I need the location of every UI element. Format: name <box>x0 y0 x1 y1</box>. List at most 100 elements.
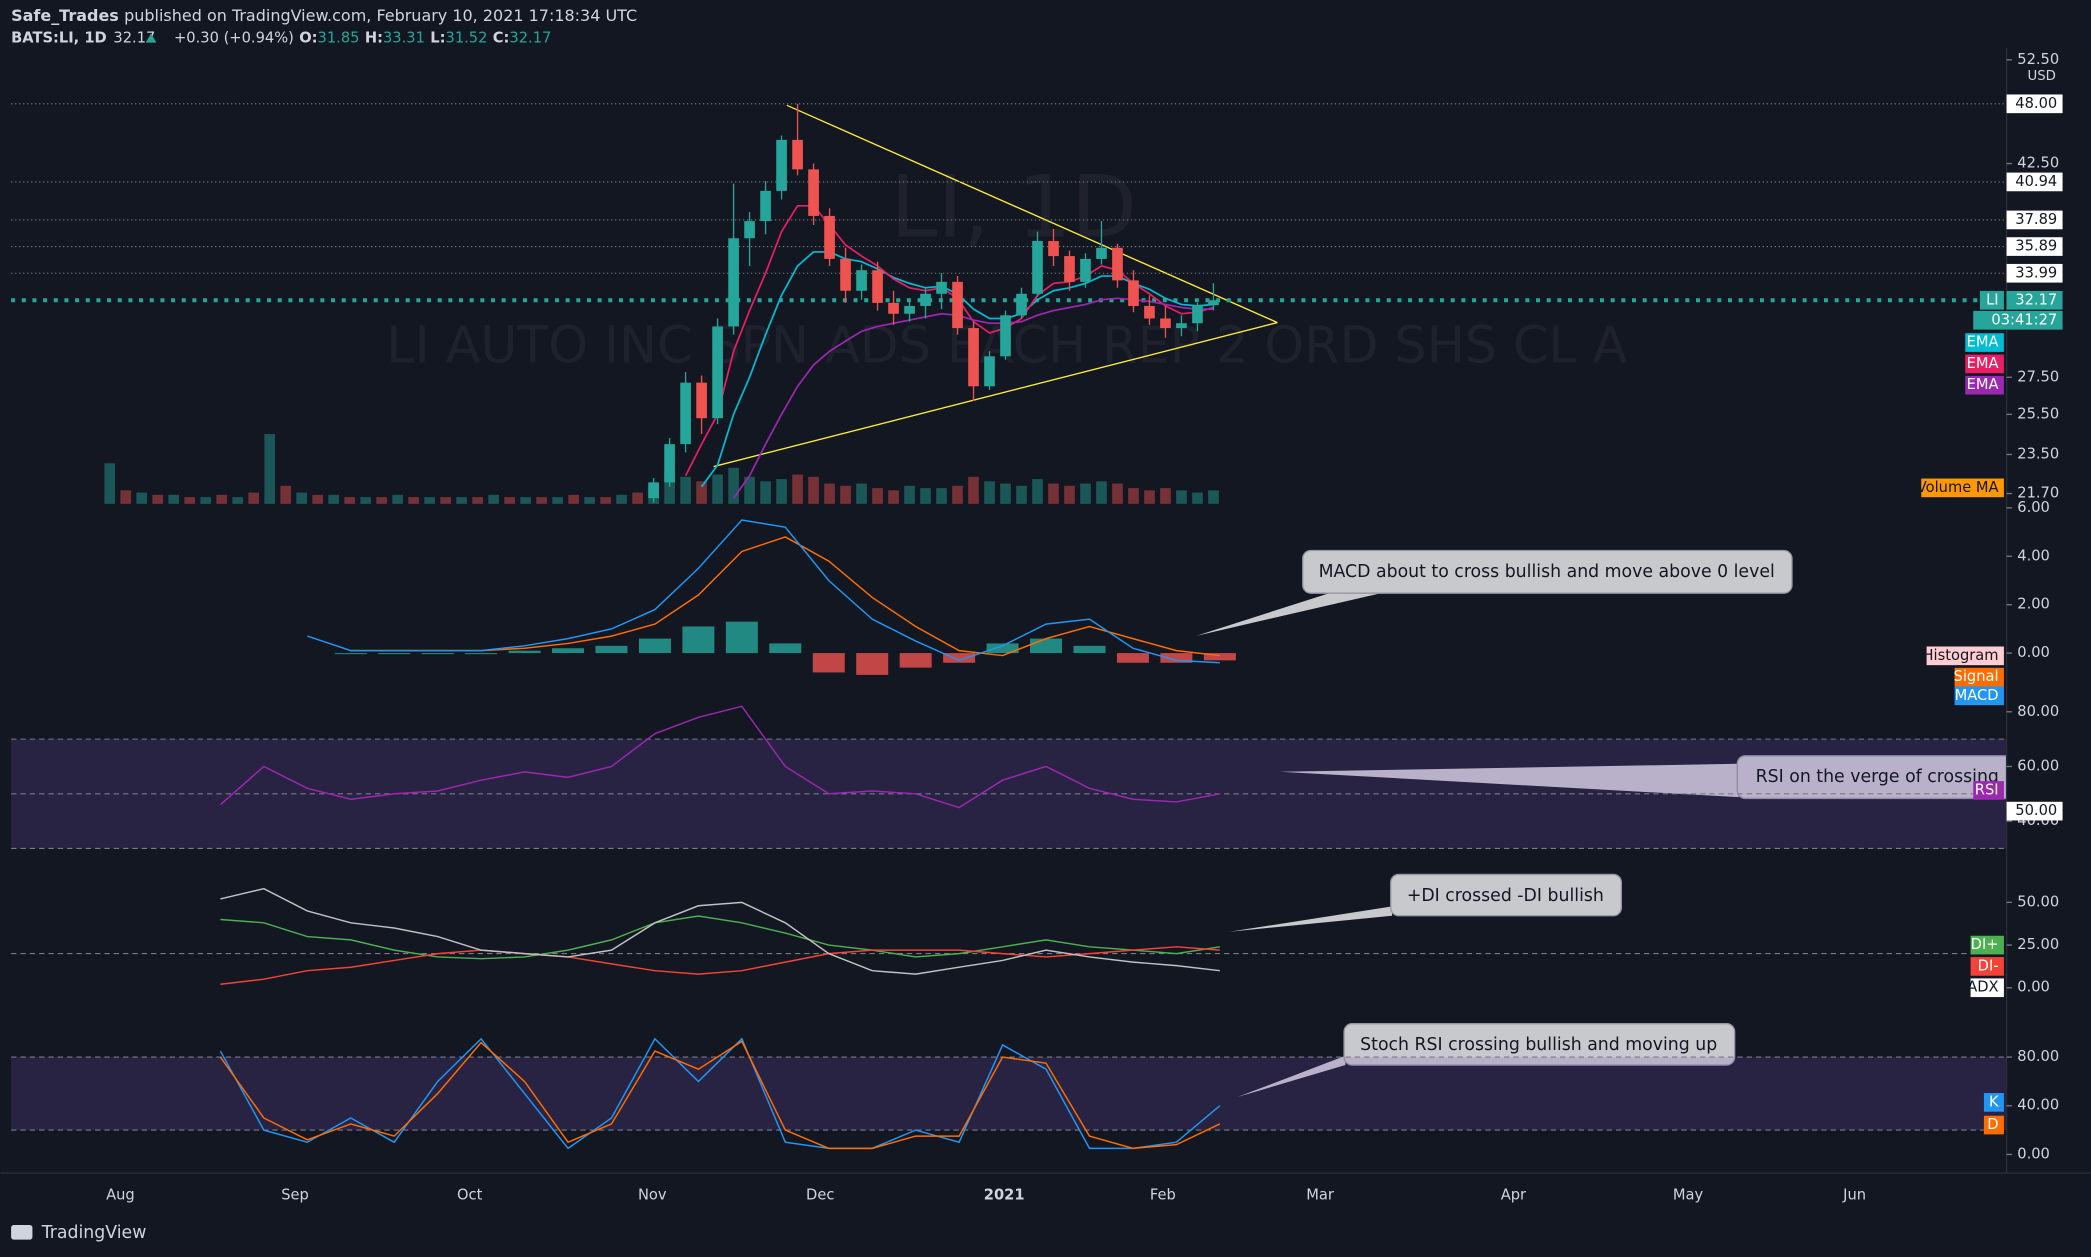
volume-bar <box>296 492 308 504</box>
tag-box <box>1983 1115 2004 1135</box>
volume-bar <box>248 492 260 504</box>
volume-bar <box>1000 483 1011 504</box>
tag-label: DI+ <box>1971 936 1999 953</box>
tag-label: 32.17 <box>2015 291 2057 308</box>
volume-bar <box>616 494 627 504</box>
volume-bar <box>1096 481 1107 504</box>
annotation-text: RSI on the verge of crossing <box>1756 767 1999 787</box>
volume-bar <box>968 476 979 504</box>
volume-bar <box>1192 492 1203 504</box>
tag-label: 40.94 <box>2015 173 2057 190</box>
volume-bar <box>136 492 148 504</box>
histogram-bar <box>1160 653 1193 663</box>
indicator-line <box>307 519 1220 664</box>
candle-body <box>776 139 787 191</box>
volume-bar <box>488 494 499 504</box>
ohlc-key: H: <box>365 30 383 47</box>
tag-label: DI- <box>1978 957 1999 974</box>
candle-body <box>792 139 803 170</box>
candle-body <box>1160 318 1171 329</box>
y-tick-label: 21.70 <box>2017 485 2059 502</box>
tag-label: K <box>1989 1093 1999 1110</box>
last-price: 32.17 <box>113 30 155 47</box>
histogram-bar <box>1116 653 1149 663</box>
volume-bar <box>952 485 963 504</box>
volume-bar <box>1160 488 1171 504</box>
volume-bar <box>232 497 244 504</box>
candle-body <box>744 221 755 239</box>
histogram-bar <box>856 653 889 675</box>
tag-box <box>1970 978 2004 998</box>
volume-bar <box>824 483 835 504</box>
volume-bar <box>264 434 276 504</box>
volume-bar <box>776 479 787 504</box>
y-tick-label: 60.00 <box>2017 757 2059 774</box>
annotation-text: +DI crossed -DI bullish <box>1407 886 1604 906</box>
histogram-bar <box>1073 645 1106 654</box>
x-tick-label: Apr <box>1501 1187 1527 1204</box>
candle-body <box>1128 280 1139 306</box>
histogram-bar <box>769 643 802 654</box>
candle-body <box>760 190 771 222</box>
volume-bar <box>792 474 803 504</box>
annotation-box <box>1390 873 1623 917</box>
x-tick-label: Aug <box>106 1187 135 1204</box>
volume-bar <box>456 497 467 504</box>
y-tick-label: 6.00 <box>2017 499 2050 516</box>
up-arrow-icon <box>145 33 157 43</box>
volume-bar <box>168 494 180 504</box>
annotation-pointer <box>1196 591 1387 636</box>
candle-body <box>936 281 947 294</box>
histogram-bar <box>1030 638 1063 654</box>
indicator-line <box>219 1037 1221 1150</box>
y-tick-label: 2.00 <box>2017 596 2050 613</box>
tag-label: LI <box>1986 291 1999 308</box>
x-tick-label: Feb <box>1150 1187 1176 1204</box>
candle-body <box>712 326 723 419</box>
x-tick-label: Oct <box>457 1187 483 1204</box>
annotation-pointer <box>1280 763 1739 798</box>
candle-body <box>1016 293 1027 316</box>
indicator-line <box>219 1040 1221 1150</box>
ohlc-key: O: <box>299 30 317 47</box>
candle-body <box>664 444 675 483</box>
y-tick-label: 0.00 <box>2017 979 2050 996</box>
volume-bar <box>808 476 819 504</box>
tag-label: RSI <box>1975 781 1999 798</box>
volume-bar <box>200 497 212 504</box>
histogram-bar <box>421 653 454 655</box>
y-tick-label: 42.50 <box>2017 155 2059 172</box>
volume-bar <box>504 497 515 504</box>
volume-bar <box>120 490 132 504</box>
tag-box <box>2006 94 2063 114</box>
tag-box <box>1973 310 2063 330</box>
candle-body <box>1144 305 1155 319</box>
x-tick-label: May <box>1673 1187 1704 1204</box>
volume-bar <box>360 497 372 504</box>
trend-line <box>713 321 1278 468</box>
volume-bar <box>1048 483 1059 504</box>
ohlc-value: 33.31 <box>383 30 425 47</box>
histogram-bar <box>595 645 628 654</box>
y-tick-label: 0.00 <box>2017 644 2050 661</box>
volume-bar <box>840 485 851 504</box>
volume-bar <box>216 494 228 504</box>
ema-line <box>684 204 1214 477</box>
tag-label: 33.99 <box>2015 264 2057 281</box>
tag-label: 35.89 <box>2015 238 2057 255</box>
volume-bar <box>1176 490 1187 504</box>
candle-body <box>1192 305 1203 324</box>
histogram-bar <box>725 621 758 654</box>
volume-bar <box>888 490 899 504</box>
author: Safe_Trades <box>11 5 119 24</box>
candle-body <box>952 281 963 329</box>
tag-box <box>1921 478 2004 498</box>
histogram-bar <box>508 650 541 654</box>
volume-bar <box>936 488 947 504</box>
y-tick-label: 23.50 <box>2017 445 2059 462</box>
histogram-bar <box>378 653 411 655</box>
tag-box <box>1983 1093 2004 1112</box>
band <box>11 1057 2007 1131</box>
volume-bar <box>344 497 356 504</box>
